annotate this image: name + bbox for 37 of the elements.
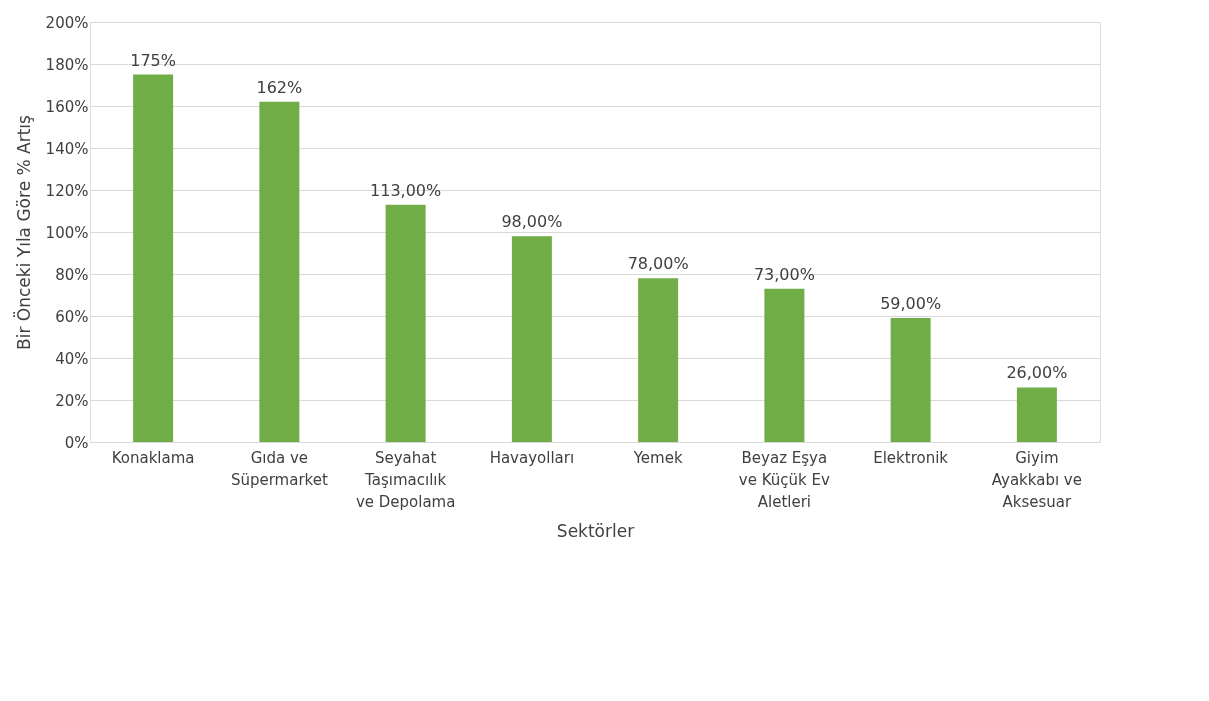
bar bbox=[638, 278, 679, 442]
y-tick-label: 120% bbox=[45, 181, 89, 200]
y-tick-label: 200% bbox=[45, 13, 89, 32]
y-tick-label: 60% bbox=[55, 307, 89, 326]
bar bbox=[764, 288, 805, 442]
y-tick-label: 180% bbox=[45, 55, 89, 74]
x-tick-label: Beyaz Eşya ve Küçük Ev Aletleri bbox=[738, 448, 831, 511]
y-tick-label: 20% bbox=[55, 391, 89, 410]
x-axis-title: Sektörler bbox=[556, 520, 635, 541]
data-label: 175% bbox=[130, 50, 176, 70]
y-tick-label: 140% bbox=[45, 139, 89, 158]
x-tick-label: Gıda ve Süpermarket bbox=[230, 448, 328, 489]
y-tick-label: 160% bbox=[45, 97, 89, 116]
y-tick-label: 80% bbox=[55, 265, 89, 284]
y-axis-title: Bir Önceki Yıla Göre % Artış bbox=[12, 114, 34, 350]
bar bbox=[259, 101, 300, 442]
data-label: 59,00% bbox=[880, 294, 942, 314]
data-label: 162% bbox=[256, 77, 303, 97]
bar bbox=[133, 74, 174, 442]
data-label: 98,00% bbox=[501, 212, 563, 232]
y-tick-label: 100% bbox=[45, 223, 89, 242]
data-label: 73,00% bbox=[753, 264, 815, 284]
x-tick-label: Giyim Ayakkabı ve Aksesuar bbox=[991, 448, 1082, 511]
x-tick-label: Havayolları bbox=[489, 448, 575, 467]
bar bbox=[890, 318, 931, 442]
x-tick-label: Yemek bbox=[632, 448, 683, 467]
y-tick-label: 40% bbox=[55, 349, 89, 368]
bar bbox=[1016, 387, 1057, 442]
data-label: 113,00% bbox=[370, 180, 442, 200]
data-label: 78,00% bbox=[627, 254, 689, 274]
y-tick-label: 0% bbox=[64, 433, 89, 452]
x-tick-label: Konaklama bbox=[111, 448, 195, 467]
data-label: 26,00% bbox=[1006, 363, 1068, 383]
bar bbox=[511, 236, 552, 442]
bar bbox=[385, 204, 426, 442]
x-tick-label: Seyahat Taşımacılık ve Depolama bbox=[355, 448, 456, 511]
x-tick-label: Elektronik bbox=[873, 448, 949, 467]
